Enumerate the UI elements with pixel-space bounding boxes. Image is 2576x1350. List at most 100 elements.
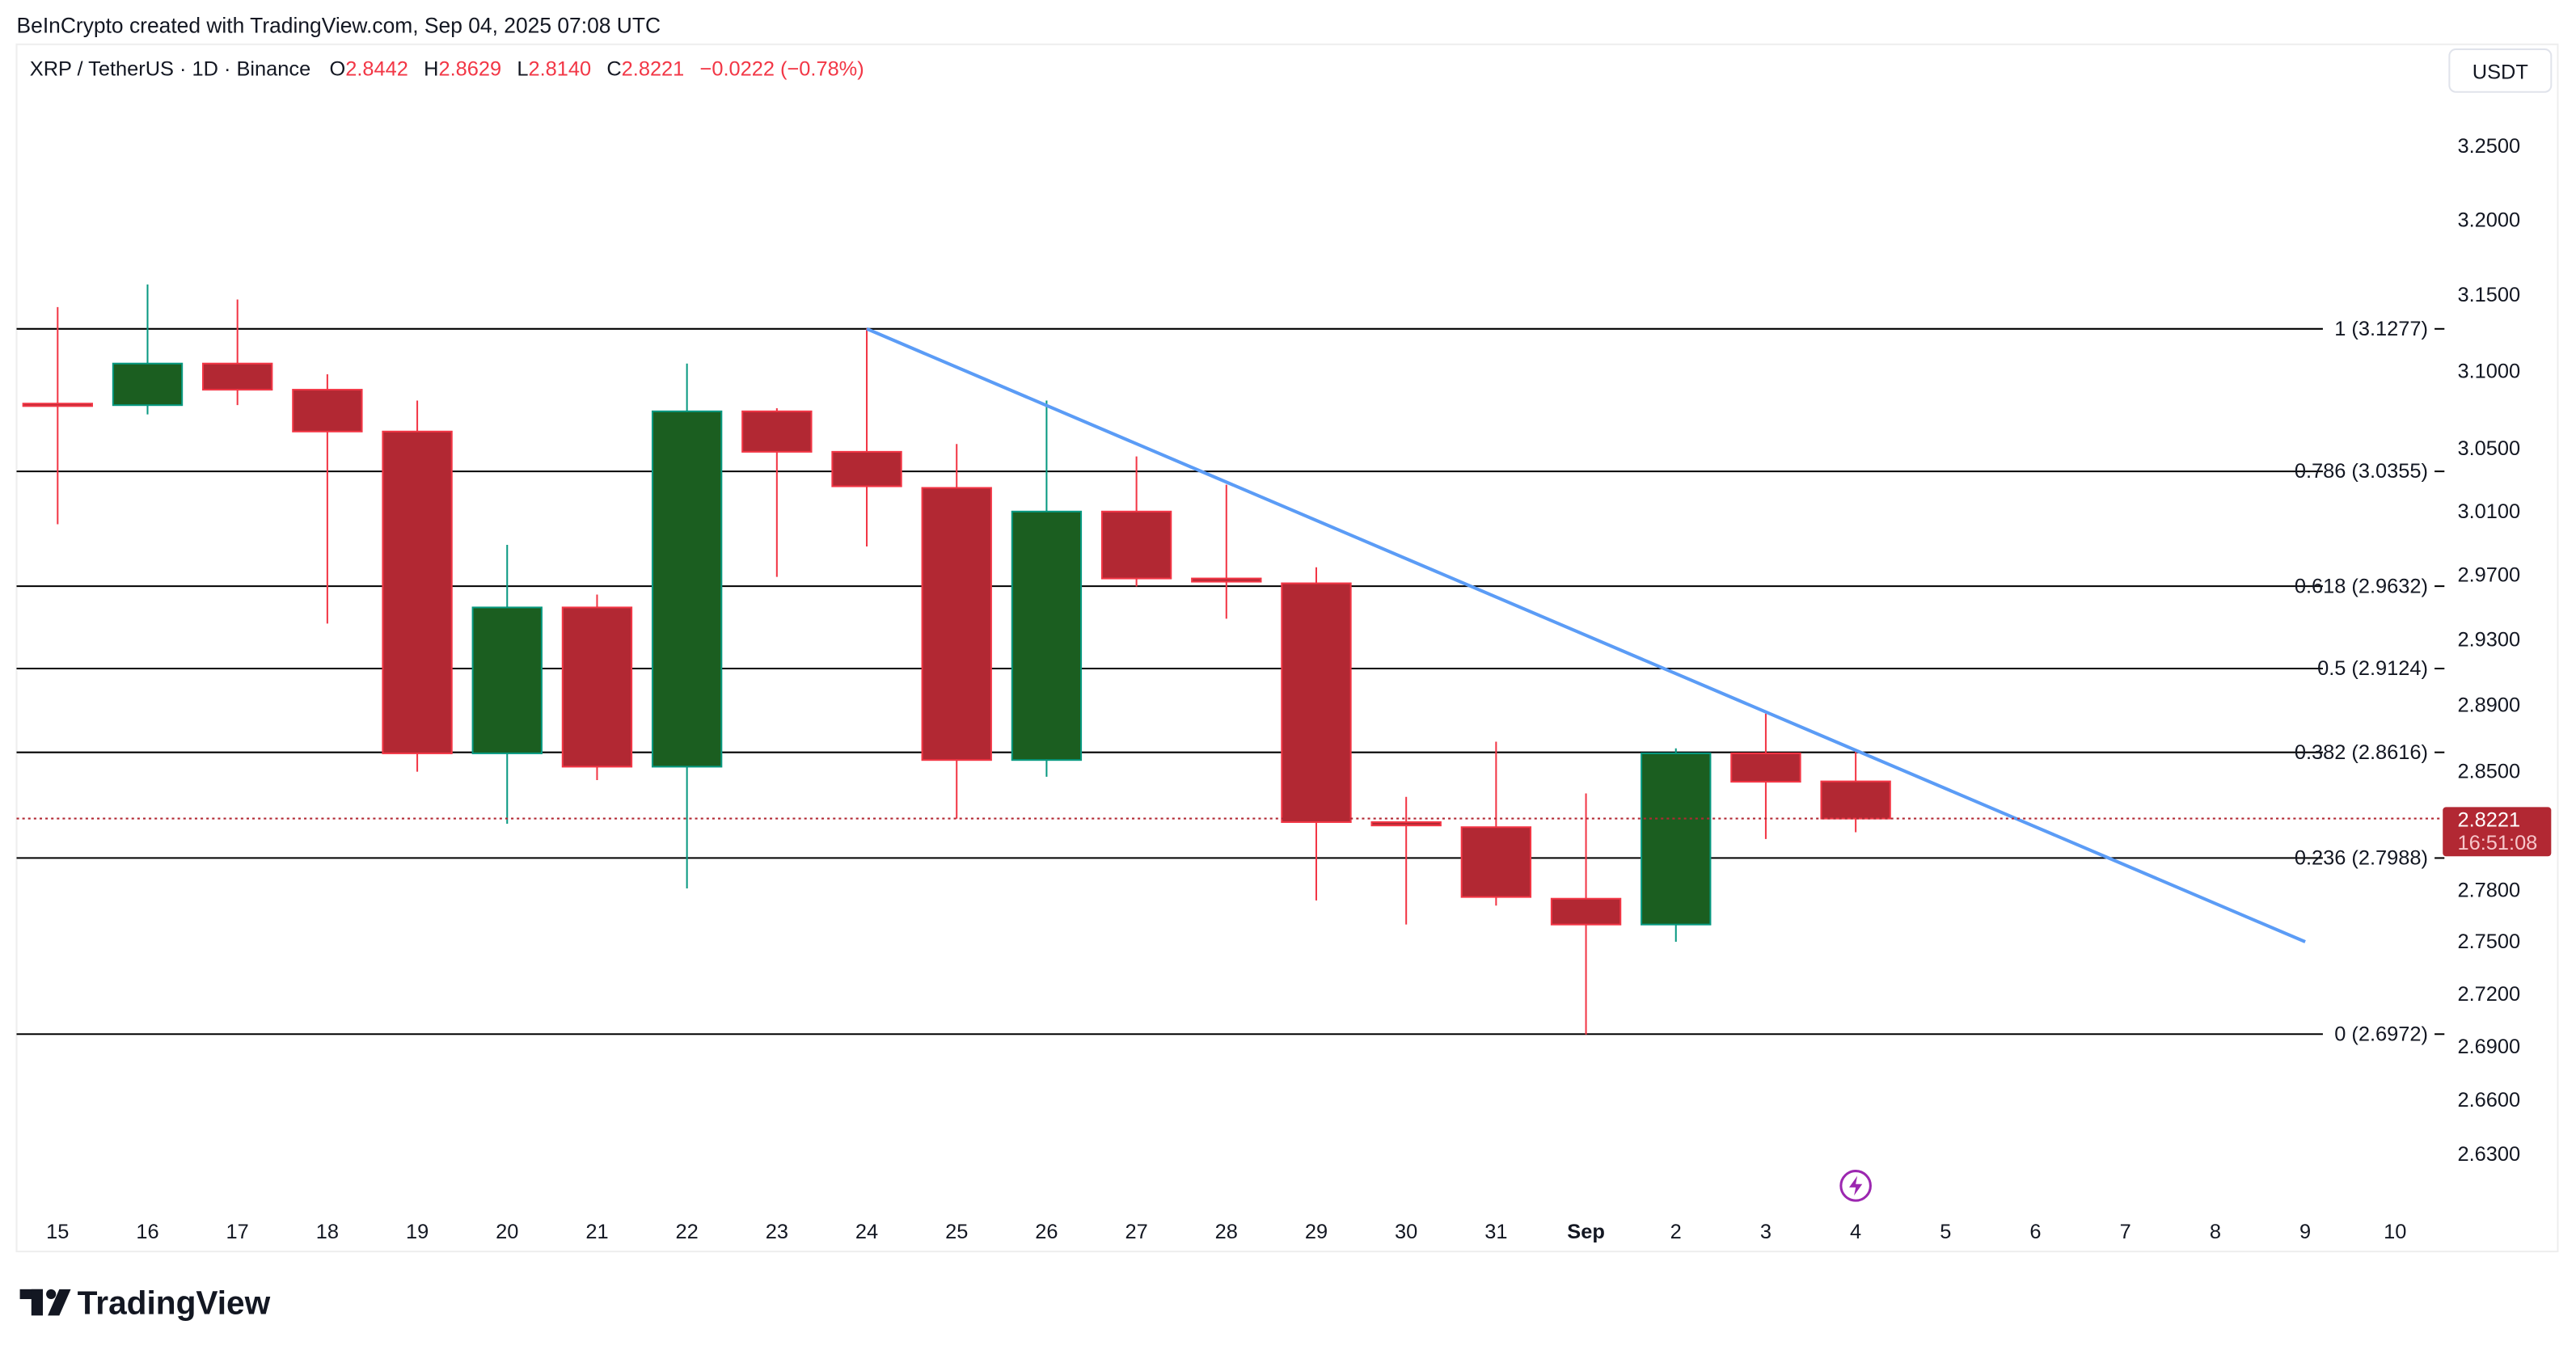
lightning-icon (1839, 1170, 1872, 1202)
fib-level-label: 0 (2.6972) (2334, 1023, 2428, 1045)
x-tick-label: 25 (945, 1221, 968, 1243)
x-tick-label: 28 (1215, 1221, 1238, 1243)
candle (112, 284, 184, 415)
candle-body-down (561, 606, 633, 768)
x-tick-label: 20 (496, 1221, 518, 1243)
trendline-layer (866, 327, 2306, 1202)
x-tick-label: 17 (226, 1221, 249, 1243)
tradingview-logo-icon (19, 1289, 71, 1316)
y-tick-label: 3.2500 (2458, 135, 2521, 158)
x-tick-label: 18 (316, 1221, 339, 1243)
fib-level-label: 0.382 (2.8616) (2295, 741, 2428, 764)
candle-body-up (471, 606, 543, 754)
candle-body-down (1281, 582, 1352, 823)
fib-level-label: 0.5 (2.9124) (2317, 657, 2428, 680)
currency-label: USDT (2473, 61, 2528, 84)
y-tick-label: 3.1000 (2458, 360, 2521, 382)
candle-body-down (1370, 821, 1442, 827)
candle-body-up (651, 410, 723, 768)
y-tick-label: 2.9300 (2458, 629, 2521, 652)
candle-body-down (831, 450, 902, 487)
tradingview-logo[interactable]: TradingView (19, 1284, 271, 1321)
candle (1011, 400, 1083, 777)
candle (292, 374, 363, 624)
x-tick-label: 3 (1760, 1221, 1772, 1243)
candle (741, 408, 813, 577)
chart-frame (15, 43, 2559, 1253)
close-label: C (606, 57, 621, 80)
attribution: BeInCrypto created with TradingView.com,… (17, 14, 661, 38)
symbol-label: XRP / TetherUS · 1D · Binance (30, 57, 310, 80)
price-axis: 3.2500 3.2000 3.1500 3.1000 3.0500 3.0100 2.97… (2458, 135, 2521, 1166)
low-label: L (517, 57, 528, 80)
candle (1641, 748, 1712, 943)
x-tick-label: 8 (2210, 1221, 2221, 1243)
close-value: 2.8221 (622, 57, 685, 80)
x-tick-label: 5 (1940, 1221, 1951, 1243)
y-tick-label: 2.6900 (2458, 1036, 2521, 1058)
x-tick-label: 29 (1305, 1221, 1328, 1243)
x-tick-label: 6 (2029, 1221, 2041, 1243)
candle (1730, 713, 1801, 839)
candle-body-down (1460, 826, 1532, 898)
change-value: −0.0222 (−0.78%) (700, 57, 864, 80)
candles (22, 284, 1891, 1035)
candle-body-down (1550, 897, 1622, 926)
x-tick-label: 24 (855, 1221, 878, 1243)
candle (22, 306, 93, 525)
candle-body-down (292, 389, 363, 432)
candle (1820, 750, 1891, 833)
legend: XRP / TetherUS · 1D · Binance O2.8442 H 2… (30, 57, 864, 80)
fib-level-label: 0.618 (2.9632) (2295, 575, 2428, 597)
candle (471, 545, 543, 825)
candle-body-down (1191, 577, 1262, 583)
x-tick-label: 15 (46, 1221, 69, 1243)
y-tick-label: 3.1500 (2458, 284, 2521, 306)
candle-body-down (741, 410, 813, 453)
y-tick-label: 2.9700 (2458, 564, 2521, 587)
x-tick-label: 19 (406, 1221, 429, 1243)
candle (1550, 793, 1622, 1035)
low-value: 2.8140 (528, 57, 591, 80)
x-tick-label: 9 (2299, 1221, 2311, 1243)
fib-level-label: 1 (3.1277) (2334, 318, 2428, 340)
x-tick-label: 26 (1035, 1221, 1058, 1243)
open-label: O (330, 57, 346, 80)
time-axis: 15 16 17 18 19 20 21 22 23 24 25 26 27 28 29 30 31 Sep 2 3 4… (46, 1221, 2406, 1243)
x-tick-label: 23 (766, 1221, 788, 1243)
candle (831, 328, 902, 547)
candle-body-up (1011, 510, 1083, 761)
y-tick-label: 2.6300 (2458, 1143, 2521, 1166)
x-tick-label: 10 (2384, 1221, 2406, 1243)
last-price-value: 2.8221 (2458, 809, 2521, 832)
candle (1191, 484, 1262, 619)
last-price-layer: 2.8221 16:51:08 (16, 807, 2552, 857)
last-price-badge (2443, 807, 2552, 857)
x-tick-label: 30 (1395, 1221, 1417, 1243)
x-tick-label: 27 (1125, 1221, 1147, 1243)
currency-button[interactable]: USDT (2448, 48, 2553, 93)
candle-body-up (112, 362, 184, 407)
y-tick-label: 3.2000 (2458, 209, 2521, 231)
candle (202, 299, 273, 406)
high-label: H (424, 57, 438, 80)
candle (1100, 456, 1172, 587)
open-value: 2.8442 (345, 57, 408, 80)
candle (921, 444, 992, 819)
y-tick-label: 2.7200 (2458, 983, 2521, 1006)
fib-level-label: 0.786 (3.0355) (2295, 460, 2428, 483)
x-tick-label: 2 (1670, 1221, 1682, 1243)
lightning-icon-bolt (1849, 1175, 1863, 1196)
y-tick-label: 3.0500 (2458, 437, 2521, 460)
y-tick-label: 2.8500 (2458, 761, 2521, 783)
trendline (866, 327, 2306, 943)
y-tick-label: 2.7500 (2458, 930, 2521, 953)
y-tick-label: 2.6600 (2458, 1089, 2521, 1112)
x-tick-label: 16 (136, 1221, 158, 1243)
candle (382, 400, 453, 772)
candle (1370, 796, 1442, 925)
candle-body-down (1820, 780, 1891, 820)
x-tick-label: 7 (2120, 1221, 2131, 1243)
candle-body-down (921, 487, 992, 761)
